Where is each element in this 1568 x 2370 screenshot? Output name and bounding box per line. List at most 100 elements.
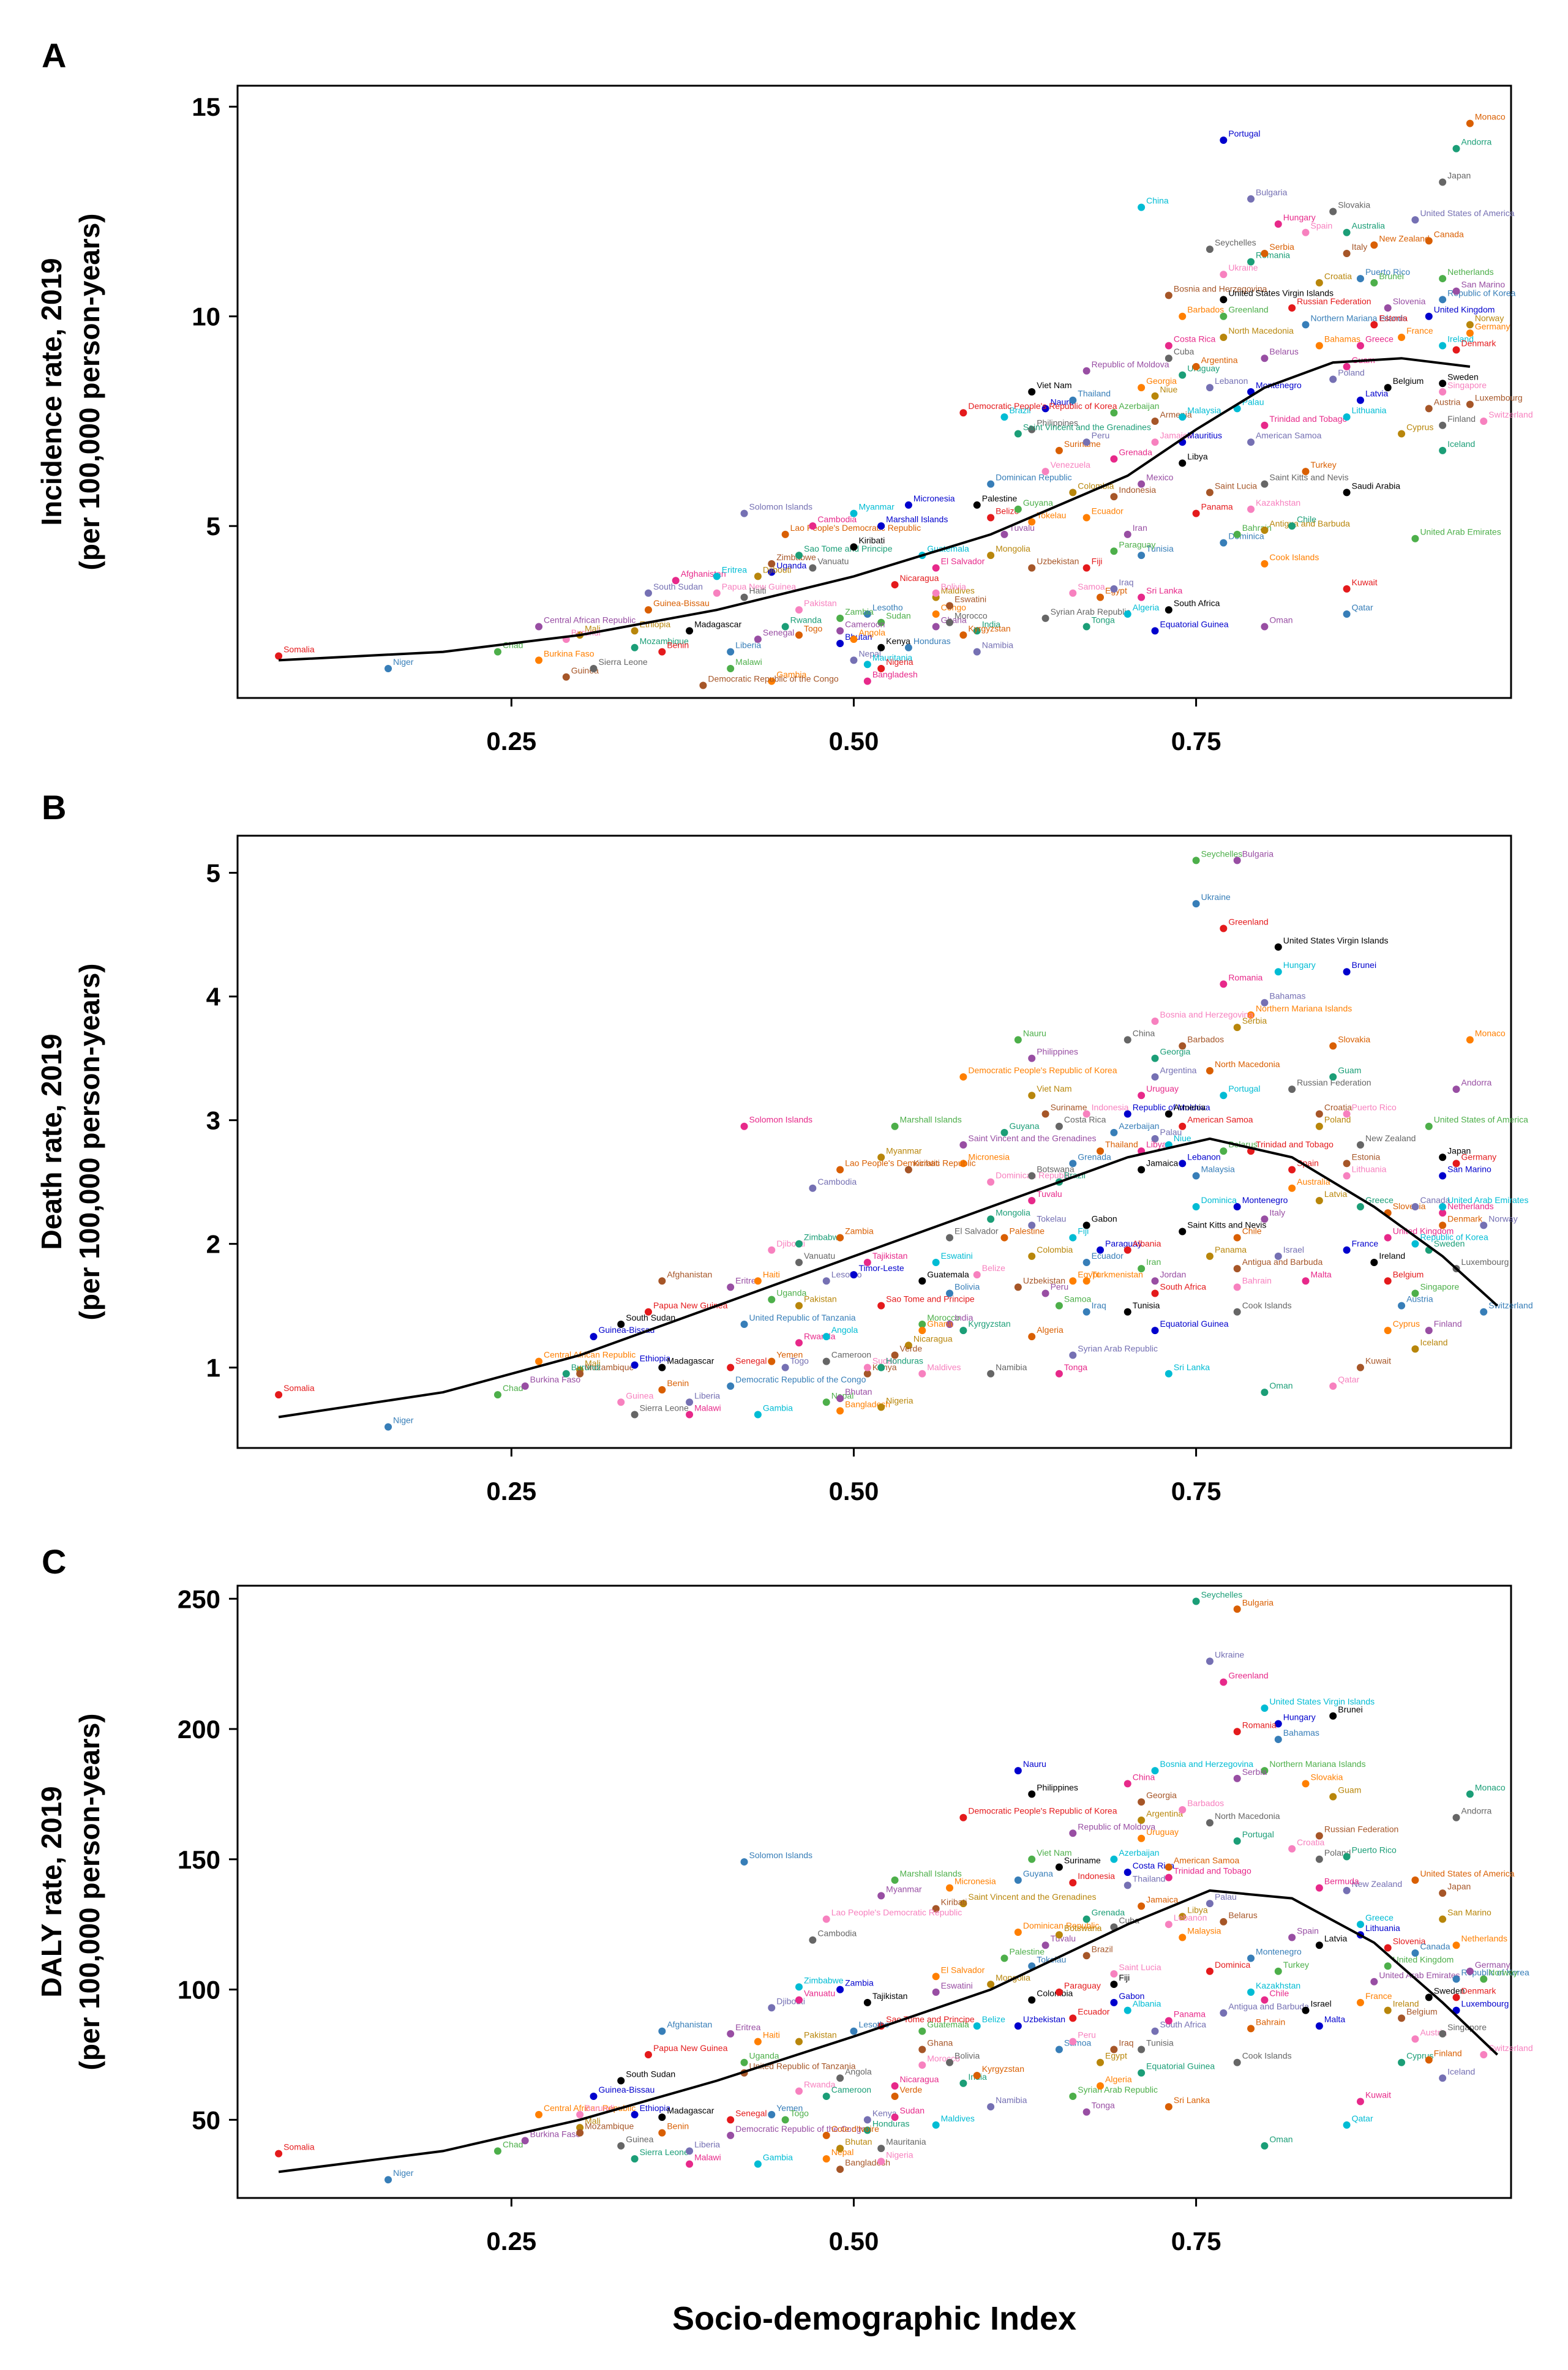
point-label: Greece <box>1365 334 1394 344</box>
y-tick-label: 200 <box>178 1715 220 1744</box>
point-label: Saint Vincent and the Grenadines <box>1023 422 1151 432</box>
data-point <box>1151 438 1159 446</box>
data-point <box>658 1363 666 1371</box>
data-point <box>973 2022 981 2030</box>
data-point <box>1082 1915 1090 1923</box>
point-label: Suriname <box>1051 1103 1087 1112</box>
data-point <box>1411 216 1419 224</box>
data-point <box>1439 296 1447 304</box>
point-label: Republic of Moldova <box>1092 359 1169 369</box>
point-label: Sri Lanka <box>1174 1362 1210 1372</box>
data-point <box>617 1320 625 1328</box>
point-label: Democratic People's Republic of Korea <box>968 1806 1117 1816</box>
point-label: Bolivia <box>955 2051 980 2061</box>
data-point <box>1110 1998 1118 2006</box>
data-point <box>1247 2025 1255 2033</box>
point-label: United States Virgin Islands <box>1228 288 1334 298</box>
point-label: Republic of Korea <box>1420 1232 1488 1242</box>
point-label: Haiti <box>749 586 767 596</box>
data-point <box>1041 468 1049 476</box>
data-point <box>1179 371 1187 379</box>
data-point <box>959 1813 967 1821</box>
data-point <box>1179 1160 1187 1168</box>
data-point <box>1343 228 1351 236</box>
point-label: Palestine <box>1009 1947 1045 1957</box>
point-label: Yemen <box>776 2103 803 2113</box>
point-label: China <box>1133 1028 1155 1038</box>
point-label: Somalia <box>283 1383 315 1393</box>
point-label: Ethiopia <box>640 1354 671 1363</box>
point-label: North Macedonia <box>1228 326 1294 336</box>
point-label: Netherlands <box>1447 1201 1494 1211</box>
data-point <box>1315 1122 1323 1130</box>
data-point <box>1069 1879 1077 1887</box>
point-label: Colombia <box>1078 481 1114 490</box>
data-point <box>904 1341 912 1349</box>
panel-letter-c: C <box>42 1542 66 1581</box>
y-tick-label: 100 <box>178 1976 220 2004</box>
data-point <box>1165 342 1172 350</box>
x-ticks-b: 0.25 0.50 0.75 <box>486 1448 1221 1506</box>
point-label: Norway <box>1488 1968 1517 1978</box>
point-label: Brunei <box>1352 960 1376 970</box>
point-label: American Samoa <box>1187 1115 1253 1125</box>
point-label: Belize <box>996 506 1019 516</box>
data-point <box>1274 1967 1282 1975</box>
data-point <box>1110 1128 1118 1136</box>
point-label: Viet Nam <box>1037 1848 1071 1858</box>
data-point <box>1110 1970 1118 1978</box>
point-label: Australia <box>1297 1177 1330 1187</box>
data-point <box>863 1370 871 1378</box>
data-point <box>1315 1196 1323 1204</box>
point-label: Liberia <box>694 2139 720 2149</box>
point-label: Antigua and Barbuda <box>1228 2001 1309 2011</box>
point-label: Democratic Republic of the Congo <box>708 673 838 683</box>
data-point <box>1315 1110 1323 1118</box>
y-tick-label: 3 <box>206 1106 220 1135</box>
data-point <box>1055 2046 1063 2053</box>
point-label: Malaysia <box>1187 1926 1221 1935</box>
point-label: Germany <box>1475 1960 1510 1970</box>
point-label: American Samoa <box>1256 430 1322 440</box>
data-point <box>686 2147 694 2155</box>
y-axis-label-a-line1: Incidence rate, 2019 <box>36 258 67 525</box>
data-point <box>1138 203 1146 211</box>
data-point <box>1261 999 1269 1007</box>
point-label: Togo <box>790 1356 809 1366</box>
data-point <box>809 564 817 572</box>
data-point <box>1028 388 1036 396</box>
point-label: Belgium <box>1406 2006 1438 2016</box>
data-point <box>809 522 817 530</box>
data-point <box>1261 1996 1269 2004</box>
point-label: Thailand <box>1133 1873 1166 1883</box>
data-point <box>795 1258 803 1266</box>
data-point <box>1082 438 1090 446</box>
data-point <box>1206 246 1214 253</box>
data-point <box>1233 1728 1241 1736</box>
point-label: Viet Nam <box>1037 1084 1071 1093</box>
point-label: Cook Islands <box>1269 552 1319 562</box>
point-label: Russian Federation <box>1324 1824 1398 1834</box>
point-label: Central African Republic <box>544 1350 636 1360</box>
point-label: Barbados <box>1187 305 1224 315</box>
data-point <box>1014 505 1022 513</box>
point-label: Colombia <box>1037 1245 1073 1254</box>
data-point <box>1165 1370 1172 1378</box>
data-point <box>521 1382 529 1390</box>
data-point <box>932 2121 940 2129</box>
data-point <box>1220 1092 1228 1100</box>
point-label: Nauru <box>1023 1759 1046 1769</box>
point-label: Saint Vincent and the Grenadines <box>968 1892 1096 1902</box>
point-label: Burundi <box>585 2103 614 2113</box>
data-point <box>1069 2093 1077 2101</box>
point-label: Marshall Islands <box>900 1115 962 1125</box>
point-label: Senegal <box>763 628 794 637</box>
data-point <box>727 648 735 656</box>
point-label: Iceland <box>1447 2066 1475 2076</box>
data-point <box>987 1981 995 1989</box>
point-label: Trinidad and Tobago <box>1256 1139 1334 1149</box>
data-point <box>768 568 776 576</box>
point-label: Montenegro <box>1242 1195 1288 1205</box>
point-label: Zambia <box>845 607 874 617</box>
